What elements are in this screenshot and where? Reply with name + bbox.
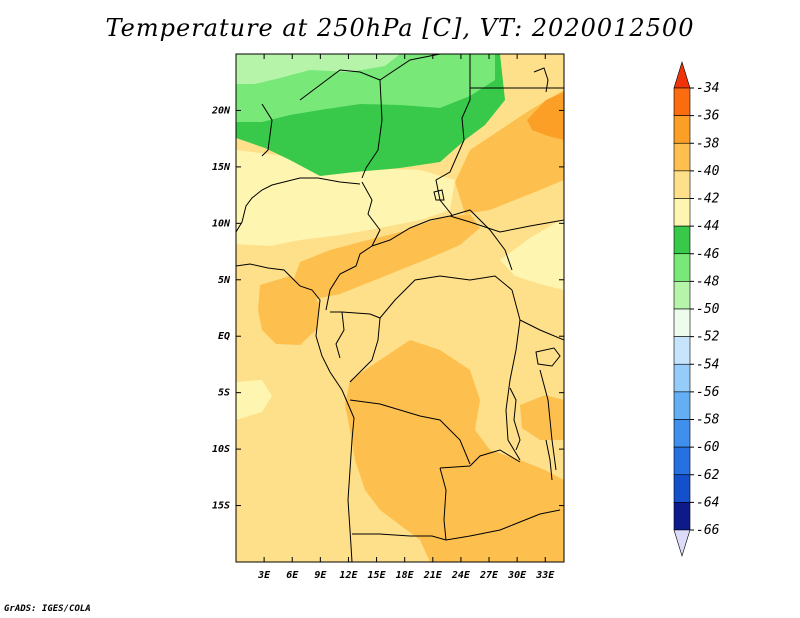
red-sea-coast xyxy=(533,67,549,93)
colorbar-swatch xyxy=(673,142,691,172)
border-zambia-south xyxy=(469,509,561,537)
border-nigeria-cameroon xyxy=(325,181,381,311)
colorbar: -34 -36 -38 -40 -42 -44 -46 -48 -50 -52 -54 -56 -58 -… xyxy=(673,60,720,558)
colorbar-swatch xyxy=(673,474,691,503)
colorbar-swatch xyxy=(673,502,691,531)
border-congo xyxy=(349,317,381,383)
border-tanzania xyxy=(539,369,557,471)
coastline-west-africa xyxy=(236,263,355,562)
lat-tick-label: 15S xyxy=(212,501,230,512)
colorbar-swatch xyxy=(673,446,691,476)
border-car-drc xyxy=(379,275,513,319)
colorbar-label: -48 xyxy=(696,274,720,289)
lon-tick-label: 15E xyxy=(368,570,387,581)
colorbar-swatch xyxy=(673,115,691,144)
lake-victoria xyxy=(535,347,561,367)
border-drc-angola xyxy=(349,399,471,465)
colorbar-swatch xyxy=(673,281,691,310)
lon-tick-label: 30E xyxy=(507,570,527,581)
coastline-guinea xyxy=(236,177,361,233)
border-gabon xyxy=(335,311,345,359)
colorbar-label: -66 xyxy=(696,523,720,538)
colorbar-cap-top xyxy=(673,60,691,89)
lon-tick-label: 18E xyxy=(396,570,415,581)
colorbar-label: -36 xyxy=(696,109,720,124)
border-angola-namibia xyxy=(352,533,471,541)
field-minus38-congo xyxy=(345,340,564,562)
border-chad-sudan xyxy=(435,54,471,216)
lat-tick-label: 5N xyxy=(218,275,231,286)
lat-tick-label: 10S xyxy=(212,444,230,455)
lat-tick-label: 5S xyxy=(218,388,230,399)
field-minus42-north xyxy=(236,150,455,246)
colorbar-swatch xyxy=(673,391,691,420)
colorbar-label: -58 xyxy=(696,413,720,428)
field-minus38-gulf xyxy=(258,276,320,345)
border-niger-chad xyxy=(379,54,441,81)
border-angola-zambia xyxy=(439,449,521,469)
colorbar-swatch xyxy=(673,170,691,199)
colorbar-swatch xyxy=(673,225,691,255)
temperature-field xyxy=(236,54,564,562)
lon-tick-label: 3E xyxy=(257,570,271,581)
colorbar-label: -54 xyxy=(696,357,719,372)
border-sudan-ss xyxy=(449,215,564,233)
colorbar-label: -50 xyxy=(696,302,720,317)
border-mali-niger xyxy=(299,69,383,179)
lat-tick-label: EQ xyxy=(218,331,230,342)
field-minus48-sahara xyxy=(236,54,400,84)
colorbar-swatch xyxy=(673,87,691,116)
border-angola-east xyxy=(439,467,447,541)
lat-axis: 20N 15N 10N 5N EQ 5S 10S 15S xyxy=(211,105,564,512)
lon-tick-label: 9E xyxy=(314,570,327,581)
colorbar-swatch xyxy=(673,253,691,282)
colorbar-label: -52 xyxy=(696,330,720,345)
lake-malawi xyxy=(545,439,553,481)
lat-tick-label: 20N xyxy=(211,105,231,116)
field-minus42-west-ocean xyxy=(236,380,272,420)
border-east-africa xyxy=(519,319,564,341)
colorbar-label: -42 xyxy=(696,192,720,207)
colorbar-swatch xyxy=(673,419,691,448)
lat-tick-label: 15N xyxy=(212,162,231,173)
colorbar-label: -40 xyxy=(696,164,720,179)
field-minus38-east-lakes xyxy=(520,395,564,440)
lon-tick-label: 33E xyxy=(535,570,555,581)
colorbar-label: -34 xyxy=(696,81,719,96)
colorbar-label: -64 xyxy=(696,495,719,510)
lake-chad xyxy=(433,189,445,201)
political-borders xyxy=(236,54,564,562)
colorbar-label: -62 xyxy=(696,468,720,483)
colorbar-label: -44 xyxy=(696,219,719,234)
border-cameroon-south xyxy=(330,311,381,319)
colorbar-label: -38 xyxy=(696,136,720,151)
lon-axis: 3E 6E 9E 12E 15E 18E 21E 24E 27E 30E 33E xyxy=(257,54,555,581)
chart-title: Temperature at 250hPa [C], VT: 202001250… xyxy=(105,14,695,42)
colorbar-swatch xyxy=(673,336,691,365)
lon-tick-label: 12E xyxy=(339,570,358,581)
field-minus36-northeast xyxy=(527,92,564,140)
colorbar-swatch xyxy=(673,363,691,393)
lon-tick-label: 21E xyxy=(423,570,443,581)
lon-tick-label: 27E xyxy=(479,570,499,581)
colorbar-label: -60 xyxy=(696,440,720,455)
lake-tanganyika xyxy=(509,387,521,451)
colorbar-label: -56 xyxy=(696,385,720,400)
colorbar-cap-bottom xyxy=(673,529,691,558)
grads-credit: GrADS: IGES/COLA xyxy=(4,604,91,614)
map-frame xyxy=(235,53,565,563)
colorbar-swatch xyxy=(673,308,691,337)
colorbar-label: -46 xyxy=(696,247,720,262)
colorbar-swatch xyxy=(673,198,691,227)
lon-tick-label: 24E xyxy=(451,570,471,581)
field-minus42-east xyxy=(500,218,564,290)
lon-tick-label: 6E xyxy=(286,570,299,581)
border-sahara-west xyxy=(261,103,273,157)
lat-tick-label: 10N xyxy=(212,218,231,229)
